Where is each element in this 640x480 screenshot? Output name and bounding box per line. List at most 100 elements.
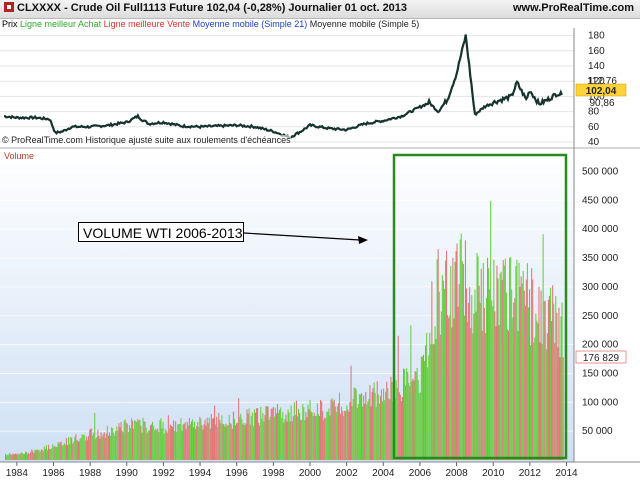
volume-bar [212,418,214,460]
volume-bar [196,426,198,460]
volume-bar [517,331,519,460]
volume-bar [487,257,489,460]
volume-bar [194,421,196,460]
volume-bar [241,418,243,460]
volume-tag-bg [575,350,627,364]
volume-bar [348,411,350,460]
volume-bar [236,423,238,460]
volume-bar [490,201,492,460]
volume-bar [49,449,51,460]
volume-bar [98,436,100,460]
volume-bar [470,328,472,460]
volume-bar [419,392,421,460]
volume-bar [245,423,247,460]
volume-bar [9,453,11,460]
volume-bar [447,315,449,460]
volume-bar [222,423,224,460]
volume-bar [271,408,273,460]
volume-bar [506,329,508,460]
volume-bar [70,436,72,460]
volume-bar [282,411,284,460]
volume-bar [459,239,461,460]
volume-bar [11,454,13,460]
volume-bar [460,233,462,460]
volume-bar [145,427,147,460]
volume-bar [479,302,481,460]
volume-bar [484,333,486,460]
volume-bar [315,415,317,460]
volume-bar [349,401,351,460]
volume-bar [295,400,297,460]
volume-bar [306,417,308,460]
volume-bar [99,438,101,460]
volume-bar [244,425,246,460]
volume-bar [474,289,476,460]
volume-bar [243,423,245,460]
volume-bar [466,288,468,460]
volume-bar [201,425,203,460]
volume-bar [391,381,393,460]
volume-bar [291,421,293,460]
volume-bar [107,436,109,460]
volume-bar [117,430,119,460]
price-y-tick-label: 100 [588,91,605,102]
volume-bar [455,251,457,460]
volume-bar [413,380,415,460]
volume-bar [362,406,364,460]
volume-bar [256,408,258,460]
volume-bar [127,431,129,460]
volume-bar [235,425,237,460]
volume-bar [86,440,88,460]
volume-bar [263,421,265,460]
volume-bar [135,420,137,460]
volume-bar [158,432,160,460]
volume-bar [414,371,416,460]
volume-bar [176,431,178,460]
volume-bar [227,425,229,460]
volume-bar [23,454,25,460]
volume-bar [499,273,501,460]
volume-bar [427,367,429,460]
volume-bar [448,318,450,460]
volume-bar [373,382,375,460]
volume-bar [350,365,352,460]
volume-bar [386,381,388,460]
x-tick-label: 2006 [409,468,432,479]
volume-bar [557,347,559,460]
volume-bar [140,426,142,460]
volume-bar [383,388,385,460]
title-left: CLXXXX - Crude Oil Full1113 Future 102,0… [4,2,407,14]
volume-bar [344,410,346,460]
volume-bar [237,423,239,460]
volume-bar [143,421,145,460]
volume-bar [173,420,175,460]
volume-y-tick-label: 100 000 [582,397,619,408]
volume-bar [141,432,143,460]
volume-bar [544,300,546,460]
volume-bar [57,442,59,460]
volume-bar [69,444,71,460]
volume-bar [62,445,64,460]
volume-bar [159,420,161,460]
volume-bar [92,435,94,460]
site-url[interactable]: www.ProRealTime.com [512,2,634,14]
volume-bar [292,416,294,460]
volume-bar [504,258,506,460]
volume-bar [410,325,412,460]
x-tick-label: 2000 [299,468,322,479]
x-tick-label: 1990 [116,468,139,479]
volume-y-tick-label: 200 000 [582,340,619,351]
volume-bar [516,259,518,460]
volume-bar [209,428,211,460]
volume-bar [80,437,82,460]
volume-bar [206,417,208,460]
volume-bar [15,453,17,460]
volume-bar [336,406,338,460]
volume-bar [407,372,409,460]
volume-bar [324,417,326,460]
volume-bar [467,321,469,460]
volume-bar [31,449,33,460]
volume-bar [113,432,115,460]
volume-bar [10,454,12,460]
